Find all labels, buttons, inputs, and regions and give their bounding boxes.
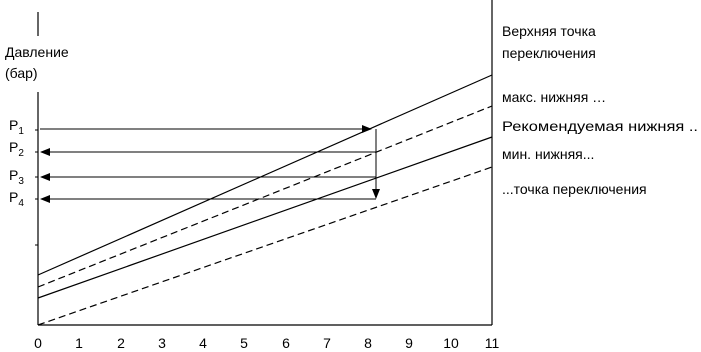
max-lower-label: макс. нижняя … (502, 89, 606, 105)
p4-label: P4 (9, 189, 24, 209)
x-tick-1: 1 (75, 335, 83, 351)
x-tick-3: 3 (158, 335, 166, 351)
x-tick-7: 7 (323, 335, 331, 351)
max-lower-line (37, 105, 493, 288)
x-axis-tick-labels: 0 1 2 3 4 5 6 7 8 9 10 11 (34, 335, 499, 351)
switch-point-label: ...точка переключения (502, 181, 647, 197)
x-tick-6: 6 (282, 335, 290, 351)
recommended-lower-label: Рекомендуемая нижняя .. (502, 118, 698, 134)
x-tick-2: 2 (117, 335, 125, 351)
upper-switch-line (37, 74, 493, 276)
p3-label: P3 (9, 167, 24, 187)
y-axis-label-line2: (бар) (5, 65, 38, 81)
x-tick-4: 4 (199, 335, 207, 351)
x-tick-9: 9 (405, 335, 413, 351)
x-tick-0: 0 (34, 335, 42, 351)
x-tick-10: 10 (443, 335, 459, 351)
upper-switch-label-line2: переключения (502, 45, 596, 61)
upper-switch-label-line1: Верхняя точка (502, 23, 596, 39)
recommended-lower-line (37, 136, 493, 299)
p2-label: P2 (9, 139, 24, 159)
min-lower-line (37, 166, 493, 326)
p1-label: P1 (9, 117, 24, 137)
x-tick-11: 11 (485, 335, 500, 351)
x-tick-8: 8 (364, 335, 372, 351)
min-lower-label: мин. нижняя... (502, 146, 594, 162)
x-tick-5: 5 (240, 335, 248, 351)
y-axis-ticks (35, 129, 38, 246)
y-axis-label-line1: Давление (5, 44, 69, 60)
